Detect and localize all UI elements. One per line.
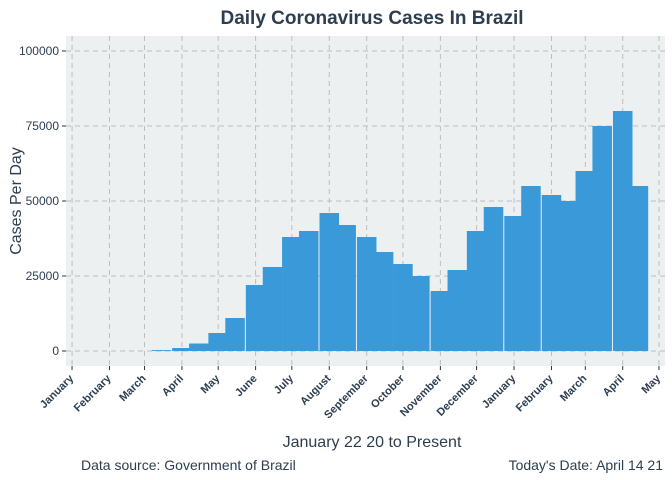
bar [483, 207, 504, 351]
bar [356, 237, 377, 351]
x-tick-label: February [72, 372, 114, 414]
bar [628, 186, 649, 351]
bar [521, 186, 541, 351]
bar [282, 237, 302, 351]
bar [504, 216, 524, 351]
y-tick-label: 0 [52, 344, 59, 358]
bar [541, 195, 562, 351]
x-tick-label: April [160, 373, 186, 399]
bar [393, 264, 413, 351]
caption-right: Today's Date: April 14 21 [509, 457, 664, 473]
bars [151, 111, 649, 351]
x-tick-label: March [117, 372, 149, 404]
x-tick-label: March [558, 372, 590, 404]
bar [151, 350, 172, 351]
bar [245, 285, 266, 351]
bar [373, 252, 394, 351]
bar [612, 111, 633, 351]
bar [336, 225, 356, 351]
bar [298, 231, 319, 351]
bar [208, 333, 228, 351]
x-tick-label: February [514, 372, 556, 414]
x-tick-label: October [369, 372, 408, 411]
bar [410, 276, 430, 351]
bar [262, 267, 283, 351]
x-axis-title: January 22 20 to Present [283, 434, 462, 451]
x-tick-label: May [199, 372, 223, 396]
y-tick-label: 50000 [26, 194, 60, 208]
bar [447, 270, 468, 351]
x-tick-label: April [601, 373, 627, 399]
bar [575, 171, 596, 351]
bar [430, 291, 451, 351]
x-tick-label: June [233, 373, 260, 400]
bar [466, 231, 487, 351]
bar [189, 343, 209, 351]
y-tick-label: 75000 [26, 119, 60, 133]
chart-title: Daily Coronavirus Cases In Brazil [220, 8, 523, 29]
y-tick-label: 100000 [19, 44, 59, 58]
x-gridlines [71, 36, 660, 366]
x-tick-label: May [639, 372, 663, 396]
x-tick-label: January [38, 372, 77, 411]
x-tick-label: July [272, 372, 297, 397]
bar [319, 213, 340, 351]
y-tick-label: 25000 [26, 269, 60, 283]
bar [225, 318, 245, 351]
x-tick-label: August [298, 372, 334, 408]
caption-left: Data source: Government of Brazil [81, 457, 296, 473]
bar [558, 201, 579, 351]
y-axis: 0 25000 50000 75000 100000 [19, 44, 66, 358]
bar [592, 126, 612, 351]
bar [172, 348, 192, 351]
y-axis-title: Cases Per Day [8, 147, 25, 255]
x-tick-label: January [480, 372, 519, 411]
